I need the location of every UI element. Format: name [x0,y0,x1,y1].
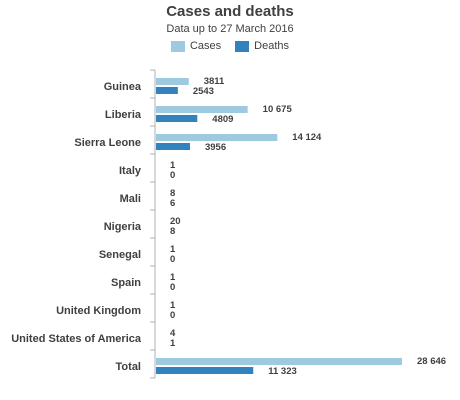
data-label-deaths-senegal: 0 [170,254,175,265]
category-label-liberia: Liberia [105,109,142,121]
data-label-deaths-spain: 0 [170,282,175,293]
category-label-united-states-of-america: United States of America [11,333,142,345]
chart-subtitle: Data up to 27 March 2016 [166,23,294,35]
data-label-cases-united-states-of-america: 4 [170,328,176,339]
category-label-italy: Italy [119,165,142,177]
category-label-senegal: Senegal [99,249,141,261]
bar-deaths-sierra-leone [156,143,190,150]
category-label-nigeria: Nigeria [104,221,142,233]
data-label-cases-italy: 1 [170,160,176,171]
data-label-cases-nigeria: 20 [170,216,181,227]
bar-cases-total [156,358,402,365]
data-label-cases-spain: 1 [170,272,176,283]
data-label-cases-total: 28 646 [417,356,446,367]
legend: Cases Deaths [0,40,460,52]
bar-deaths-total [156,367,254,374]
data-label-cases-united-kingdom: 1 [170,300,176,311]
category-label-spain: Spain [111,277,141,289]
legend-label-cases: Cases [189,40,222,52]
bar-cases-liberia [156,106,248,113]
legend-swatch-deaths [235,40,250,52]
data-label-deaths-united-kingdom: 0 [170,310,175,321]
category-label-guinea: Guinea [104,81,142,93]
bar-deaths-guinea [156,87,178,94]
data-label-deaths-total: 11 323 [268,366,297,377]
category-label-total: Total [116,361,141,373]
chart-title: Cases and deaths [166,3,294,20]
bar-cases-guinea [156,78,189,85]
bar-cases-sierra-leone [156,134,278,141]
legend-swatch-cases [170,40,185,52]
data-label-cases-senegal: 1 [170,244,176,255]
bar-deaths-liberia [156,115,198,122]
data-label-deaths-sierra-leone: 3956 [205,142,226,153]
category-label-united-kingdom: United Kingdom [56,305,141,317]
legend-item-cases: Cases [170,40,222,52]
data-label-deaths-liberia: 4809 [212,114,233,125]
data-label-cases-liberia: 10 675 [263,104,293,115]
category-label-mali: Mali [120,193,141,205]
data-label-deaths-italy: 0 [170,170,175,181]
data-label-deaths-nigeria: 8 [170,226,175,237]
category-label-sierra-leone: Sierra Leone [74,137,141,149]
data-label-deaths-guinea: 2543 [193,86,214,97]
data-label-cases-sierra-leone: 14 124 [292,132,322,143]
data-label-cases-mali: 8 [170,188,175,199]
legend-item-deaths: Deaths [235,40,289,52]
data-label-deaths-united-states-of-america: 1 [170,338,176,349]
data-label-cases-guinea: 3811 [204,76,225,87]
legend-label-deaths: Deaths [254,40,290,52]
data-label-deaths-mali: 6 [170,198,175,209]
